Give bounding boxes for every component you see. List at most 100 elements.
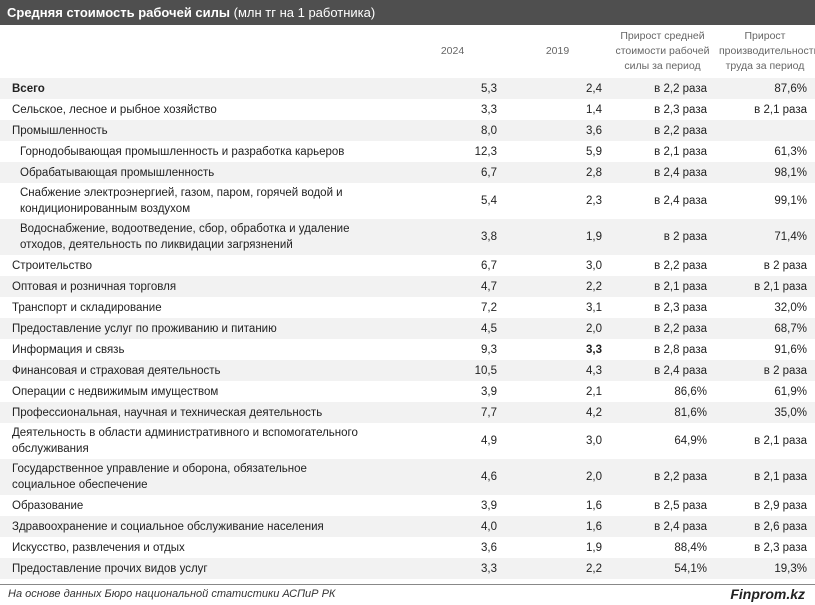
table-row: Предоставление прочих видов услуг 3,3 2,2 5… — [0, 558, 815, 579]
value-cell: в 2 раза — [610, 219, 715, 255]
label-text: Деятельность в области административного… — [12, 427, 358, 455]
value-cell: 71,4% — [715, 219, 815, 255]
table-row: Финансовая и страховая деятельность 10,5 4… — [0, 360, 815, 381]
value-cell: 3,6 — [505, 120, 610, 141]
value-cell: в 2,2 раза — [610, 318, 715, 339]
row-label: Образование — [0, 495, 400, 516]
row-label: Строительство — [0, 255, 400, 276]
row-label: Водоснабжение, водоотведение, сбор, обра… — [0, 219, 400, 255]
value-cell: 2,0 — [505, 318, 610, 339]
label-text: Строительство — [12, 259, 93, 272]
value-cell: 3,0 — [586, 259, 602, 272]
label-text: Обрабатывающая промышленность — [20, 166, 215, 179]
row-label: Искусство, развлечения и отдых — [0, 537, 400, 558]
value-cell: в 2,4 раза — [654, 195, 707, 207]
value-cell: в 2,4 раза — [610, 516, 715, 537]
column-header: Прирост средней стоимости рабочей силы з… — [615, 30, 710, 72]
row-label: Оптовая и розничная торговля — [0, 276, 400, 297]
data-table: 2024 2019 Прирост средней стоимости рабоче… — [0, 25, 815, 579]
value-cell: в 2,3 раза — [654, 103, 707, 116]
value-cell: в 2,1 раза — [754, 435, 807, 447]
value-cell: 5,4 — [481, 195, 497, 207]
value-cell: 87,6% — [715, 78, 815, 99]
title-bar: Средняя стоимость рабочей силы (млн тг н… — [0, 0, 815, 25]
source-note: На основе данных Бюро национальной стати… — [8, 588, 336, 600]
label-text: Оптовая и розничная торговля — [12, 280, 177, 293]
value-cell: 3,3 — [400, 558, 505, 579]
label-text: Профессиональная, научная и техническая … — [12, 406, 323, 419]
value-cell: 81,6% — [610, 402, 715, 423]
header-cell — [0, 25, 400, 78]
value-cell: 4,5 — [400, 318, 505, 339]
label-text: Предоставление прочих видов услуг — [12, 562, 208, 575]
value-cell: в 2,1 раза — [654, 145, 707, 158]
value-cell: 4,7 — [400, 276, 505, 297]
row-label: Предоставление услуг по проживанию и пит… — [0, 318, 400, 339]
row-label: Операции с недвижимым имуществом — [0, 381, 400, 402]
value-cell: 98,1% — [715, 162, 815, 183]
table-row: Оптовая и розничная торговля 4,7 2,2 в 2,1 … — [0, 276, 815, 297]
value-cell: 4,6 — [400, 459, 505, 495]
value-cell: 32,0% — [774, 301, 807, 314]
row-label: Обрабатывающая промышленность — [0, 162, 400, 183]
table-row: Операции с недвижимым имуществом 3,9 2,1 86… — [0, 381, 815, 402]
value-cell: 88,4% — [674, 541, 707, 554]
label-text: Государственное управление и оборона, об… — [12, 463, 307, 491]
value-cell: 1,6 — [586, 499, 602, 512]
column-header: 2024 — [440, 45, 465, 57]
label-text: Искусство, развлечения и отдых — [12, 541, 185, 554]
row-label: Снабжение электроэнергией, газом, паром,… — [0, 183, 400, 219]
label-text: Информация и связь — [12, 343, 125, 356]
value-cell: 3,1 — [586, 301, 602, 314]
table-row: Предоставление услуг по проживанию и пит… — [0, 318, 815, 339]
header-row: 2024 2019 Прирост средней стоимости рабоче… — [0, 25, 815, 78]
value-cell: 8,0 — [400, 120, 505, 141]
row-label: Всего — [0, 78, 400, 99]
row-label: Транспорт и складирование — [0, 297, 400, 318]
value-cell: 2,8 — [505, 162, 610, 183]
row-label: Профессиональная, научная и техническая … — [0, 402, 400, 423]
table-row: Всего 5,3 2,4 в 2,2 раза 87,6% — [0, 78, 815, 99]
label-text: Сельское, лесное и рыбное хозяйство — [12, 103, 217, 116]
label-text: Операции с недвижимым имуществом — [12, 385, 219, 398]
table-row: Государственное управление и оборона, об… — [0, 459, 815, 495]
value-cell: 3,3 — [481, 103, 497, 116]
value-cell: 4,9 — [481, 435, 497, 447]
logo: Finprom.kz — [730, 586, 805, 602]
value-cell: 1,4 — [586, 103, 602, 116]
value-cell: в 2,9 раза — [754, 499, 807, 512]
label-text: Образование — [12, 499, 84, 512]
table-row: Профессиональная, научная и техническая … — [0, 402, 815, 423]
table-row: Горнодобывающая промышленность и разрабо… — [0, 141, 815, 162]
value-cell: 5,9 — [586, 145, 602, 158]
value-cell: 7,7 — [400, 402, 505, 423]
value-cell: 4,3 — [505, 360, 610, 381]
row-label: Деятельность в области административного… — [0, 423, 400, 459]
value-cell: 2,3 — [586, 195, 602, 207]
value-cell: 5,3 — [400, 78, 505, 99]
value-cell: в 2,2 раза — [654, 259, 707, 272]
value-cell: 12,3 — [474, 145, 497, 158]
value-cell: 2,1 — [586, 385, 602, 398]
label-text: Снабжение электроэнергией, газом, паром,… — [20, 187, 343, 215]
table-row: Здравоохранение и социальное обслуживани… — [0, 516, 815, 537]
value-cell: в 2,1 раза — [715, 276, 815, 297]
value-cell: 4,0 — [400, 516, 505, 537]
value-cell: 10,5 — [400, 360, 505, 381]
row-label: Предоставление прочих видов услуг — [0, 558, 400, 579]
table-row: Искусство, развлечения и отдых 3,6 1,9 88,4… — [0, 537, 815, 558]
row-label: Государственное управление и оборона, об… — [0, 459, 400, 495]
column-header: Прирост производительности труда за пери… — [719, 30, 815, 72]
value-cell: в 2,6 раза — [715, 516, 815, 537]
value-cell: в 2,8 раза — [654, 343, 707, 356]
value-cell: 2,0 — [505, 459, 610, 495]
value-cell: 6,7 — [481, 259, 497, 272]
table-row: Транспорт и складирование 7,2 3,1 в 2,3 раз… — [0, 297, 815, 318]
table-row: Промышленность 8,0 3,6 в 2,2 раза — [0, 120, 815, 141]
value-cell: 61,9% — [774, 385, 807, 398]
value-cell: 61,3% — [774, 145, 807, 158]
value-cell: 99,1% — [774, 195, 807, 207]
value-cell: 3,6 — [481, 541, 497, 554]
table-body: Всего 5,3 2,4 в 2,2 раза 87,6% Сельское, лесн… — [0, 78, 815, 579]
